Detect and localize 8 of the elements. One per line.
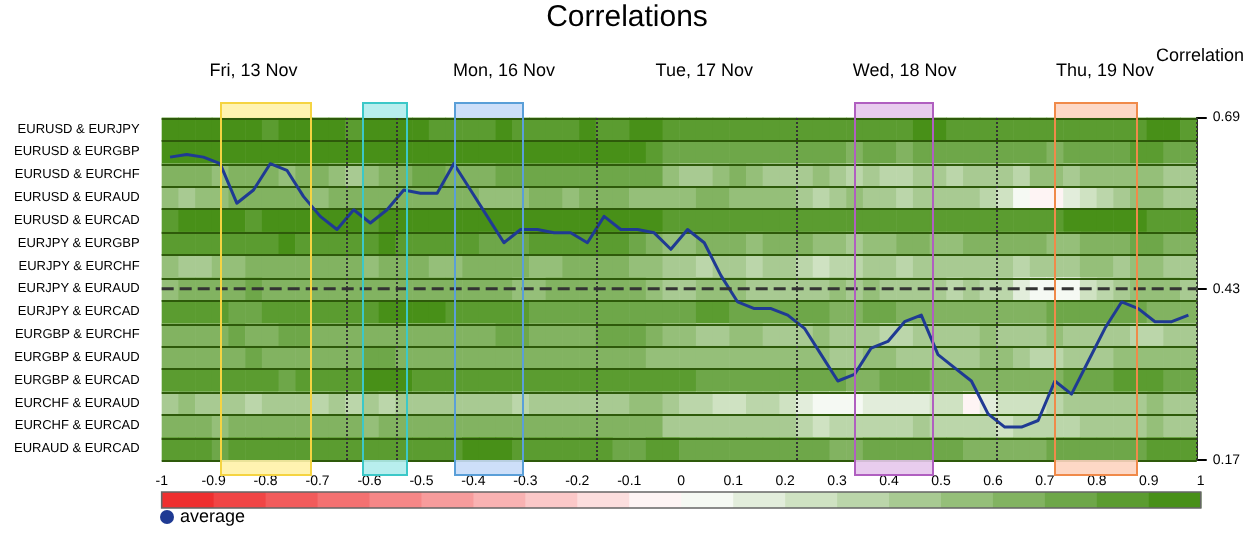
y2-axis-title: Correlation <box>1155 44 1244 65</box>
x-tick-label: Mon, 16 Nov <box>452 59 556 80</box>
text: average <box>180 506 246 526</box>
x-tick-label: Fri, 13 Nov <box>209 59 299 80</box>
x-tick-label: Thu, 19 Nov <box>1055 59 1155 80</box>
x-tick-label: Wed, 18 Nov <box>852 59 958 80</box>
chart-title: Correlations <box>546 0 708 35</box>
x-tick-label: Tue, 17 Nov <box>655 59 754 80</box>
